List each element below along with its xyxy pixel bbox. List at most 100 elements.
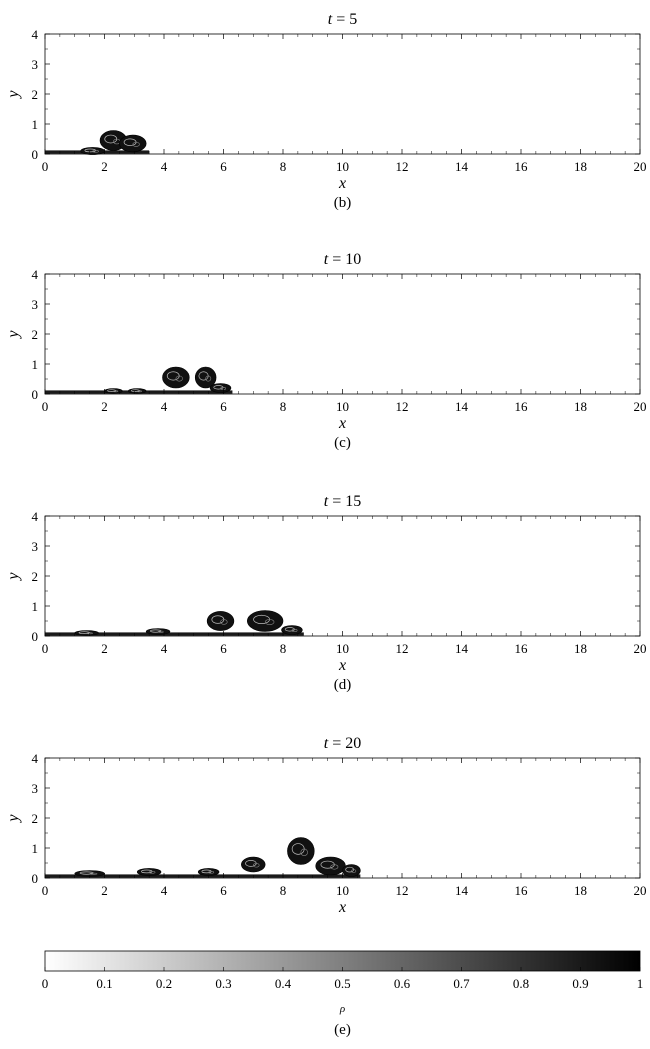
colorbar-tick-label: 0.7 (453, 976, 470, 991)
x-tick-label: 6 (220, 399, 227, 414)
gravity-current-layer (45, 874, 361, 878)
x-tick-label: 12 (396, 883, 409, 898)
panel-title: t = 20 (324, 735, 361, 752)
final-caption: (e) (334, 1022, 351, 1038)
x-tick-label: 14 (455, 641, 469, 656)
vortex-swirl (252, 863, 260, 868)
vortex-swirl (264, 619, 275, 625)
x-tick-label: 18 (574, 883, 587, 898)
panel-caption: (c) (334, 435, 351, 451)
panel-title-value: = 10 (328, 251, 361, 268)
colorbar-tick-label: 0.1 (96, 976, 112, 991)
panel-title-variable: t (324, 251, 329, 268)
x-tick-label: 8 (280, 399, 287, 414)
x-tick-label: 20 (634, 159, 647, 174)
colorbar-tick-label: 0.6 (394, 976, 411, 991)
y-tick-label: 2 (32, 87, 39, 102)
x-tick-label: 16 (515, 883, 529, 898)
y-tick-label: 4 (32, 751, 39, 766)
y-tick-label: 0 (32, 387, 39, 402)
vortex-swirl (92, 150, 99, 153)
x-tick-label: 12 (396, 399, 409, 414)
density-field (45, 366, 233, 394)
y-tick-label: 3 (32, 539, 39, 554)
y-tick-label: 1 (32, 117, 39, 132)
y-tick-label: 0 (32, 629, 39, 644)
x-tick-label: 12 (396, 641, 409, 656)
colorbar-tick-label: 0.2 (156, 976, 172, 991)
colorbar-tick-label: 0.3 (215, 976, 231, 991)
y-tick-label: 2 (32, 569, 39, 584)
panel-title-value: = 20 (328, 735, 361, 752)
colorbar-tick-label: 1 (637, 976, 644, 991)
x-tick-label: 0 (42, 399, 49, 414)
colorbar-label: ρ (339, 1003, 345, 1015)
plot-frame (44, 757, 641, 879)
vortex-swirl (175, 375, 183, 382)
y-axis-label: y (5, 572, 22, 582)
x-tick-label: 2 (101, 883, 108, 898)
density-field (45, 130, 150, 155)
colorbar-tick-label: 0.5 (334, 976, 350, 991)
y-tick-label: 3 (32, 297, 39, 312)
vortex-swirl (291, 629, 298, 632)
vortex-swirl (89, 872, 98, 875)
vortex-swirl (220, 619, 228, 625)
panel-title-variable: t (324, 735, 329, 752)
x-tick-label: 16 (515, 641, 529, 656)
x-tick-label: 4 (161, 399, 168, 414)
vortex-swirl (330, 864, 339, 870)
panel-title: t = 5 (328, 11, 357, 28)
x-tick-label: 14 (455, 159, 469, 174)
panel-caption: (b) (334, 195, 352, 211)
vortex-swirl (148, 871, 156, 874)
x-tick-label: 18 (574, 641, 587, 656)
x-axis-label: x (338, 415, 346, 432)
x-tick-label: 18 (574, 399, 587, 414)
y-tick-label: 3 (32, 781, 39, 796)
y-tick-label: 2 (32, 327, 39, 342)
y-tick-label: 4 (32, 267, 39, 282)
x-tick-label: 16 (515, 399, 529, 414)
panel-caption: (d) (334, 677, 352, 693)
vortex-swirl (205, 375, 212, 382)
x-tick-label: 8 (280, 641, 287, 656)
y-tick-label: 3 (32, 57, 39, 72)
x-tick-label: 2 (101, 159, 108, 174)
y-tick-label: 1 (32, 357, 39, 372)
panel-title-value: = 15 (328, 493, 361, 510)
x-tick-label: 20 (634, 399, 647, 414)
x-tick-label: 10 (336, 641, 349, 656)
vortex-swirl (136, 390, 142, 393)
panel-title-variable: t (328, 11, 333, 28)
y-tick-label: 0 (32, 871, 39, 886)
y-tick-label: 1 (32, 599, 39, 614)
plot-frame (44, 515, 641, 637)
x-tick-label: 4 (161, 641, 168, 656)
x-tick-label: 18 (574, 159, 587, 174)
x-tick-label: 0 (42, 641, 49, 656)
vortex-swirl (132, 141, 140, 147)
y-axis-label: y (5, 90, 22, 100)
panel-title-value: = 5 (332, 11, 357, 28)
y-tick-label: 1 (32, 841, 39, 856)
x-tick-label: 0 (42, 159, 49, 174)
x-tick-label: 6 (220, 641, 227, 656)
gravity-current-layer (45, 632, 304, 636)
x-tick-label: 8 (280, 159, 287, 174)
vortex-swirl (300, 848, 308, 857)
colorbar-tick-label: 0.4 (275, 976, 292, 991)
x-tick-label: 14 (455, 883, 469, 898)
vortex-swirl (351, 869, 357, 873)
x-tick-label: 20 (634, 641, 647, 656)
plot-frame (44, 273, 641, 395)
y-tick-label: 4 (32, 27, 39, 42)
x-tick-label: 2 (101, 641, 108, 656)
x-axis-label: x (338, 899, 346, 916)
x-tick-label: 8 (280, 883, 287, 898)
